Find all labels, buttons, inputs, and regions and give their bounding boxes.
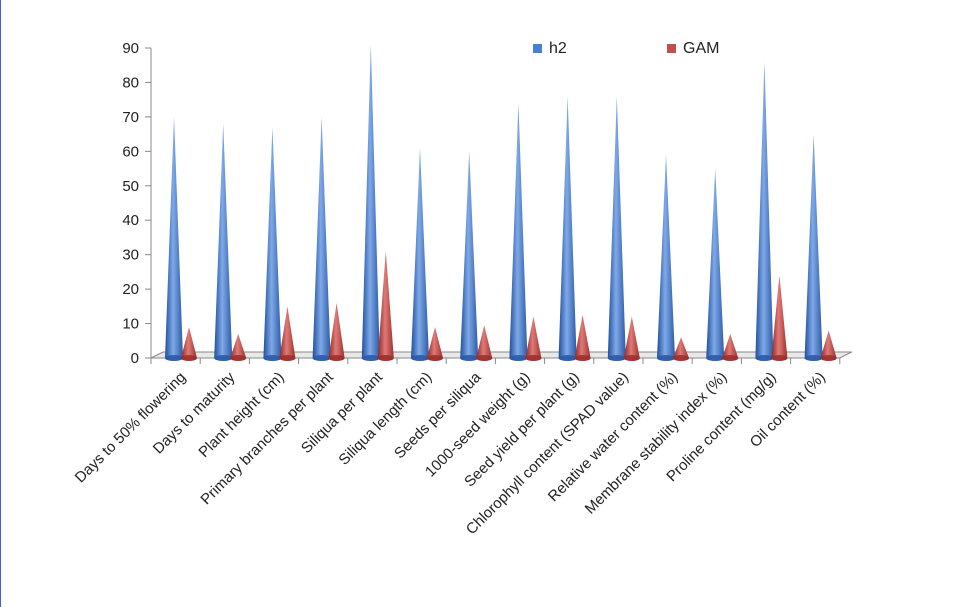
cone-gam — [574, 314, 591, 361]
cone-h2 — [165, 116, 183, 361]
cone-h2 — [361, 44, 380, 362]
chart-floor — [150, 351, 853, 359]
y-tick-label: 0 — [131, 350, 139, 367]
y-tick-label: 80 — [122, 74, 139, 91]
y-tick-label: 50 — [122, 178, 139, 195]
cone-h2 — [460, 151, 479, 361]
cone-gam — [279, 306, 296, 361]
y-tick-label: 40 — [122, 212, 139, 229]
cone-h2 — [411, 147, 429, 361]
cone-gam — [476, 325, 493, 361]
legend-swatch-h2 — [533, 44, 542, 53]
cone-h2 — [558, 96, 577, 361]
cone-gam — [181, 327, 197, 361]
cone-gam — [427, 327, 443, 361]
y-tick-label: 20 — [122, 281, 139, 298]
cone-gam — [328, 302, 345, 361]
x-category-label: Seeds per siliqua — [391, 368, 485, 462]
cone-gam — [673, 337, 689, 361]
marks-layer — [165, 44, 837, 362]
legend: h2 GAM — [533, 40, 719, 57]
cone-gam — [230, 333, 247, 361]
cone-gam — [771, 275, 788, 361]
cone-h2 — [509, 103, 528, 361]
y-tick-label: 90 — [122, 40, 139, 57]
y-tick-label: 30 — [122, 247, 139, 264]
cone-gam — [525, 316, 542, 361]
cone-h2 — [312, 116, 331, 361]
legend-swatch-gam — [667, 44, 676, 53]
cone-gam — [623, 316, 640, 361]
y-tick-label: 70 — [122, 109, 139, 126]
x-category-label: Siliqua length (cm) — [335, 369, 435, 469]
cone-gam — [722, 333, 739, 361]
x-category-label: Plant height (cm) — [195, 369, 287, 461]
y-tick-label: 10 — [122, 316, 139, 333]
cone-h2 — [706, 168, 725, 361]
cone-h2 — [657, 154, 675, 361]
cone-h2 — [263, 127, 282, 361]
cone-gam — [820, 330, 837, 361]
legend-label-gam: GAM — [683, 40, 719, 57]
axes-layer — [145, 47, 853, 364]
cone-h2 — [607, 96, 626, 361]
cone-h2 — [755, 61, 774, 362]
cone-h2 — [804, 134, 823, 361]
legend-label-h2: h2 — [549, 40, 567, 57]
y-tick-label: 60 — [122, 143, 139, 160]
cone-h2 — [214, 123, 233, 362]
cone-gam — [377, 251, 394, 361]
